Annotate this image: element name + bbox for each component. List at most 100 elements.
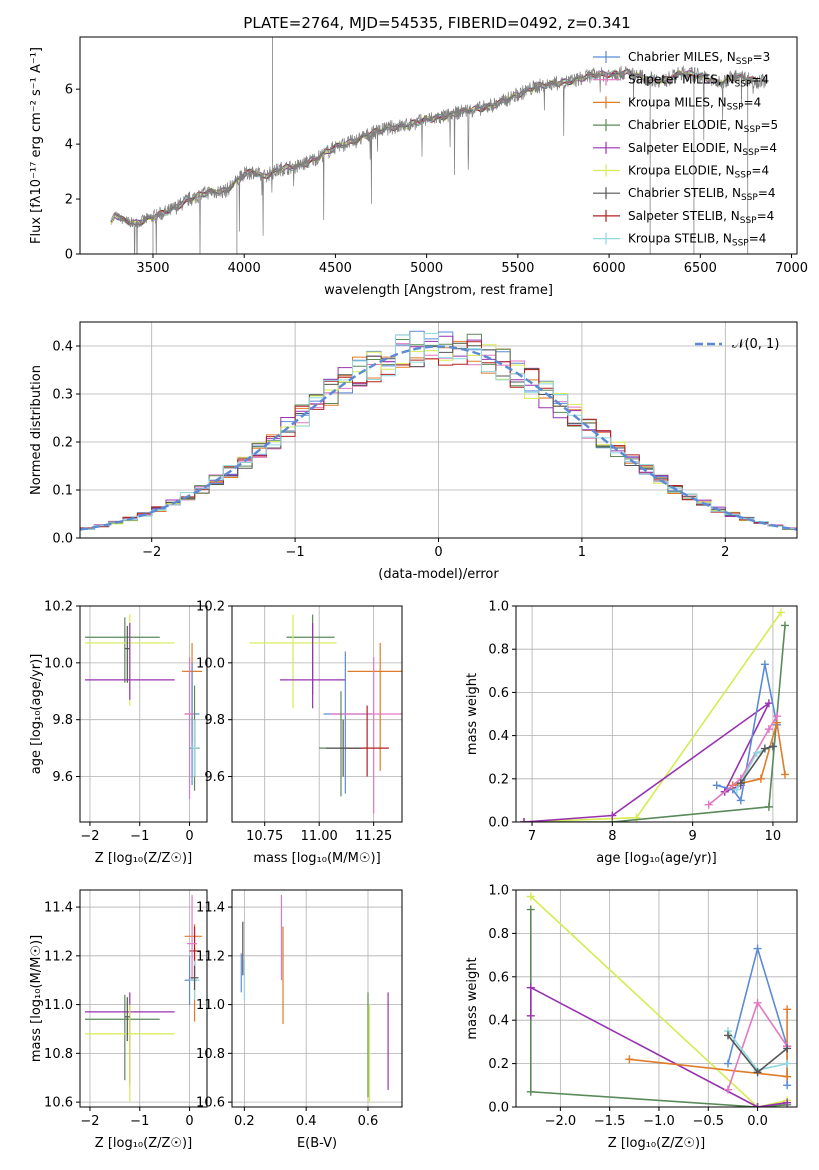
age-vs-mass-frame	[231, 605, 403, 823]
spectrum-xtick-label: 7000	[775, 261, 808, 276]
massweight-vs-age-ytick-label: 0.4	[488, 729, 509, 744]
weight-point	[783, 1059, 792, 1068]
weight-point	[753, 1068, 762, 1077]
spectrum-xtick-label: 5500	[501, 261, 534, 276]
weight-point	[753, 998, 762, 1007]
mass-vs-EBV-frame	[231, 889, 403, 1108]
age-vs-Z-frame	[79, 605, 208, 823]
legend-label: Salpeter ELODIE, NSSP=4	[628, 141, 777, 158]
weight-point	[783, 1098, 792, 1107]
spectrum-ytick-label: 6	[65, 83, 73, 98]
weight-point	[764, 802, 773, 811]
age-vs-mass-panel: 10.75 11.00 11.25 9.6 9.8 10.0 10.2 mass [log₁₀…	[196, 600, 403, 866]
weight-point	[732, 785, 741, 794]
figure-title: PLATE=2764, MJD=54535, FIBERID=0492, z=0…	[243, 14, 630, 32]
massweight-vs-age-ytick-label: 0.8	[488, 643, 509, 658]
spectrum-xtick-label: 6500	[684, 261, 717, 276]
massweight-vs-age-ylabel: mass weight	[465, 673, 480, 755]
legend-label: Kroupa ELODIE, NSSP=4	[628, 164, 769, 181]
massweight-vs-Z-plot-area	[526, 892, 792, 1107]
age-vs-Z-ytick-label: 9.8	[52, 713, 73, 728]
age-vs-Z-ylabel: age [log₁₀(age/yr)]	[29, 654, 44, 775]
massweight-vs-age-xtick-label: 7	[528, 829, 536, 844]
age-vs-mass-xtick-label: 10.75	[246, 829, 283, 844]
massweight-vs-Z-ytick-label: 0.4	[488, 1014, 509, 1029]
mass-vs-Z-frame	[79, 889, 208, 1108]
mass-vs-Z-ytick-label: 11.2	[44, 949, 73, 964]
gaussian-curve	[80, 345, 797, 531]
massweight-vs-age-xtick-label: 10	[765, 829, 782, 844]
mass-vs-EBV-xtick-label: 0.2	[234, 1114, 255, 1129]
massweight-vs-Z-panel: −2.0 −1.5 −1.0 −0.5 0.0 0.0 0.2 0.4 0.6 0.8 1.0 Z […	[465, 884, 798, 1151]
weight-point	[723, 1031, 732, 1040]
residuals-frame	[79, 321, 798, 539]
spectrum-ytick-label: 2	[65, 193, 73, 208]
age-vs-Z-xlabel: Z [log₁₀(Z/Z☉)]	[95, 851, 192, 866]
mass-vs-Z-plot-area	[84, 894, 203, 1103]
massweight-vs-Z-xtick-label: 0.0	[747, 1114, 768, 1129]
weight-point	[764, 725, 773, 734]
mass-vs-EBV-ytick-label: 11.2	[196, 949, 225, 964]
spectrum-plot-area	[110, 37, 767, 254]
weight-line	[732, 722, 786, 787]
mass-vs-Z-ytick-label: 10.8	[44, 1047, 73, 1062]
massweight-vs-age-plot-area	[520, 608, 789, 822]
residuals-ytick-label: 0.1	[52, 484, 73, 499]
massweight-vs-Z-ytick-label: 0.2	[488, 1057, 509, 1072]
massweight-vs-age-xlabel: age [log₁₀(age/yr)]	[596, 851, 717, 866]
spectrum-xtick-label: 3500	[136, 261, 169, 276]
weight-point	[608, 811, 617, 820]
weight-point	[752, 748, 761, 757]
weight-point	[526, 892, 535, 901]
weight-line	[530, 986, 788, 1107]
massweight-vs-age-frame	[515, 605, 798, 823]
massweight-vs-Z-xtick-label: −1.5	[594, 1114, 626, 1129]
weight-point	[520, 818, 529, 822]
spectrum-xtick-label: 4000	[228, 261, 261, 276]
weight-point	[526, 905, 535, 914]
massweight-vs-Z-frame	[515, 889, 798, 1108]
age-vs-mass-xtick-label: 11.25	[355, 829, 392, 844]
legend-label: Salpeter MILES, NSSP=4	[628, 73, 769, 90]
mass-vs-EBV-ytick-label: 11.4	[196, 901, 225, 916]
weight-point	[625, 1055, 634, 1064]
age-vs-mass-xtick-label: 11.00	[301, 829, 338, 844]
weight-point	[783, 1081, 792, 1090]
weight-point	[526, 983, 535, 992]
residuals-xtick-label: 1	[578, 545, 586, 560]
spectrum-xtick-label: 5000	[410, 261, 443, 276]
weight-point	[768, 742, 777, 751]
legend-label: Chabrier STELIB, NSSP=4	[628, 186, 776, 203]
weight-point	[753, 1103, 762, 1107]
residuals-xtick-label: −2	[142, 545, 161, 560]
age-vs-Z-ytick-label: 10.0	[44, 656, 73, 671]
spectrum-ytick-label: 4	[65, 138, 73, 153]
mass-vs-EBV-xtick-label: 0.6	[358, 1114, 379, 1129]
mass-vs-Z-xtick-label: 0	[185, 1114, 193, 1129]
weight-point	[736, 796, 745, 805]
weight-point	[783, 1072, 792, 1081]
age-vs-mass-ytick-label: 9.8	[204, 713, 225, 728]
mass-vs-EBV-ytick-label: 11.0	[196, 998, 225, 1013]
massweight-vs-Z-xtick-label: −0.5	[692, 1114, 724, 1129]
massweight-vs-age-ytick-label: 0.0	[488, 816, 509, 831]
mass-vs-EBV-xlabel: E(B-V)	[297, 1136, 337, 1151]
age-vs-mass-ytick-label: 9.6	[204, 770, 225, 785]
mass-vs-Z-panel: −2 −1 0 10.6 10.8 11.0 11.2 11.4 Z [log₁₀(Z/Z☉)]…	[29, 889, 208, 1151]
weight-point	[712, 781, 721, 790]
mass-vs-Z-ytick-label: 11.4	[44, 901, 73, 916]
legend-label: Chabrier ELODIE, NSSP=5	[628, 118, 778, 135]
weight-point	[760, 744, 769, 753]
mass-vs-EBV-ytick-label: 10.6	[196, 1096, 225, 1111]
age-vs-mass-xlabel: mass [log₁₀(M/M☉)]	[253, 851, 380, 866]
mass-vs-EBV-plot-area	[240, 894, 389, 1103]
weight-point	[736, 779, 745, 788]
massweight-vs-age-panel: 7 8 9 10 0.0 0.2 0.4 0.6 0.8 1.0 age [log₁₀(age/yr…	[465, 600, 798, 866]
residuals-ytick-label: 0.2	[52, 436, 73, 451]
weight-point	[756, 774, 765, 783]
age-vs-Z-plot-area	[84, 614, 203, 800]
spectrum-ylabel: Flux [fλ10⁻¹⁷ erg cm⁻² s⁻¹ A⁻¹]	[29, 47, 44, 244]
histogram-step	[80, 341, 797, 530]
weight-line	[530, 895, 788, 1107]
